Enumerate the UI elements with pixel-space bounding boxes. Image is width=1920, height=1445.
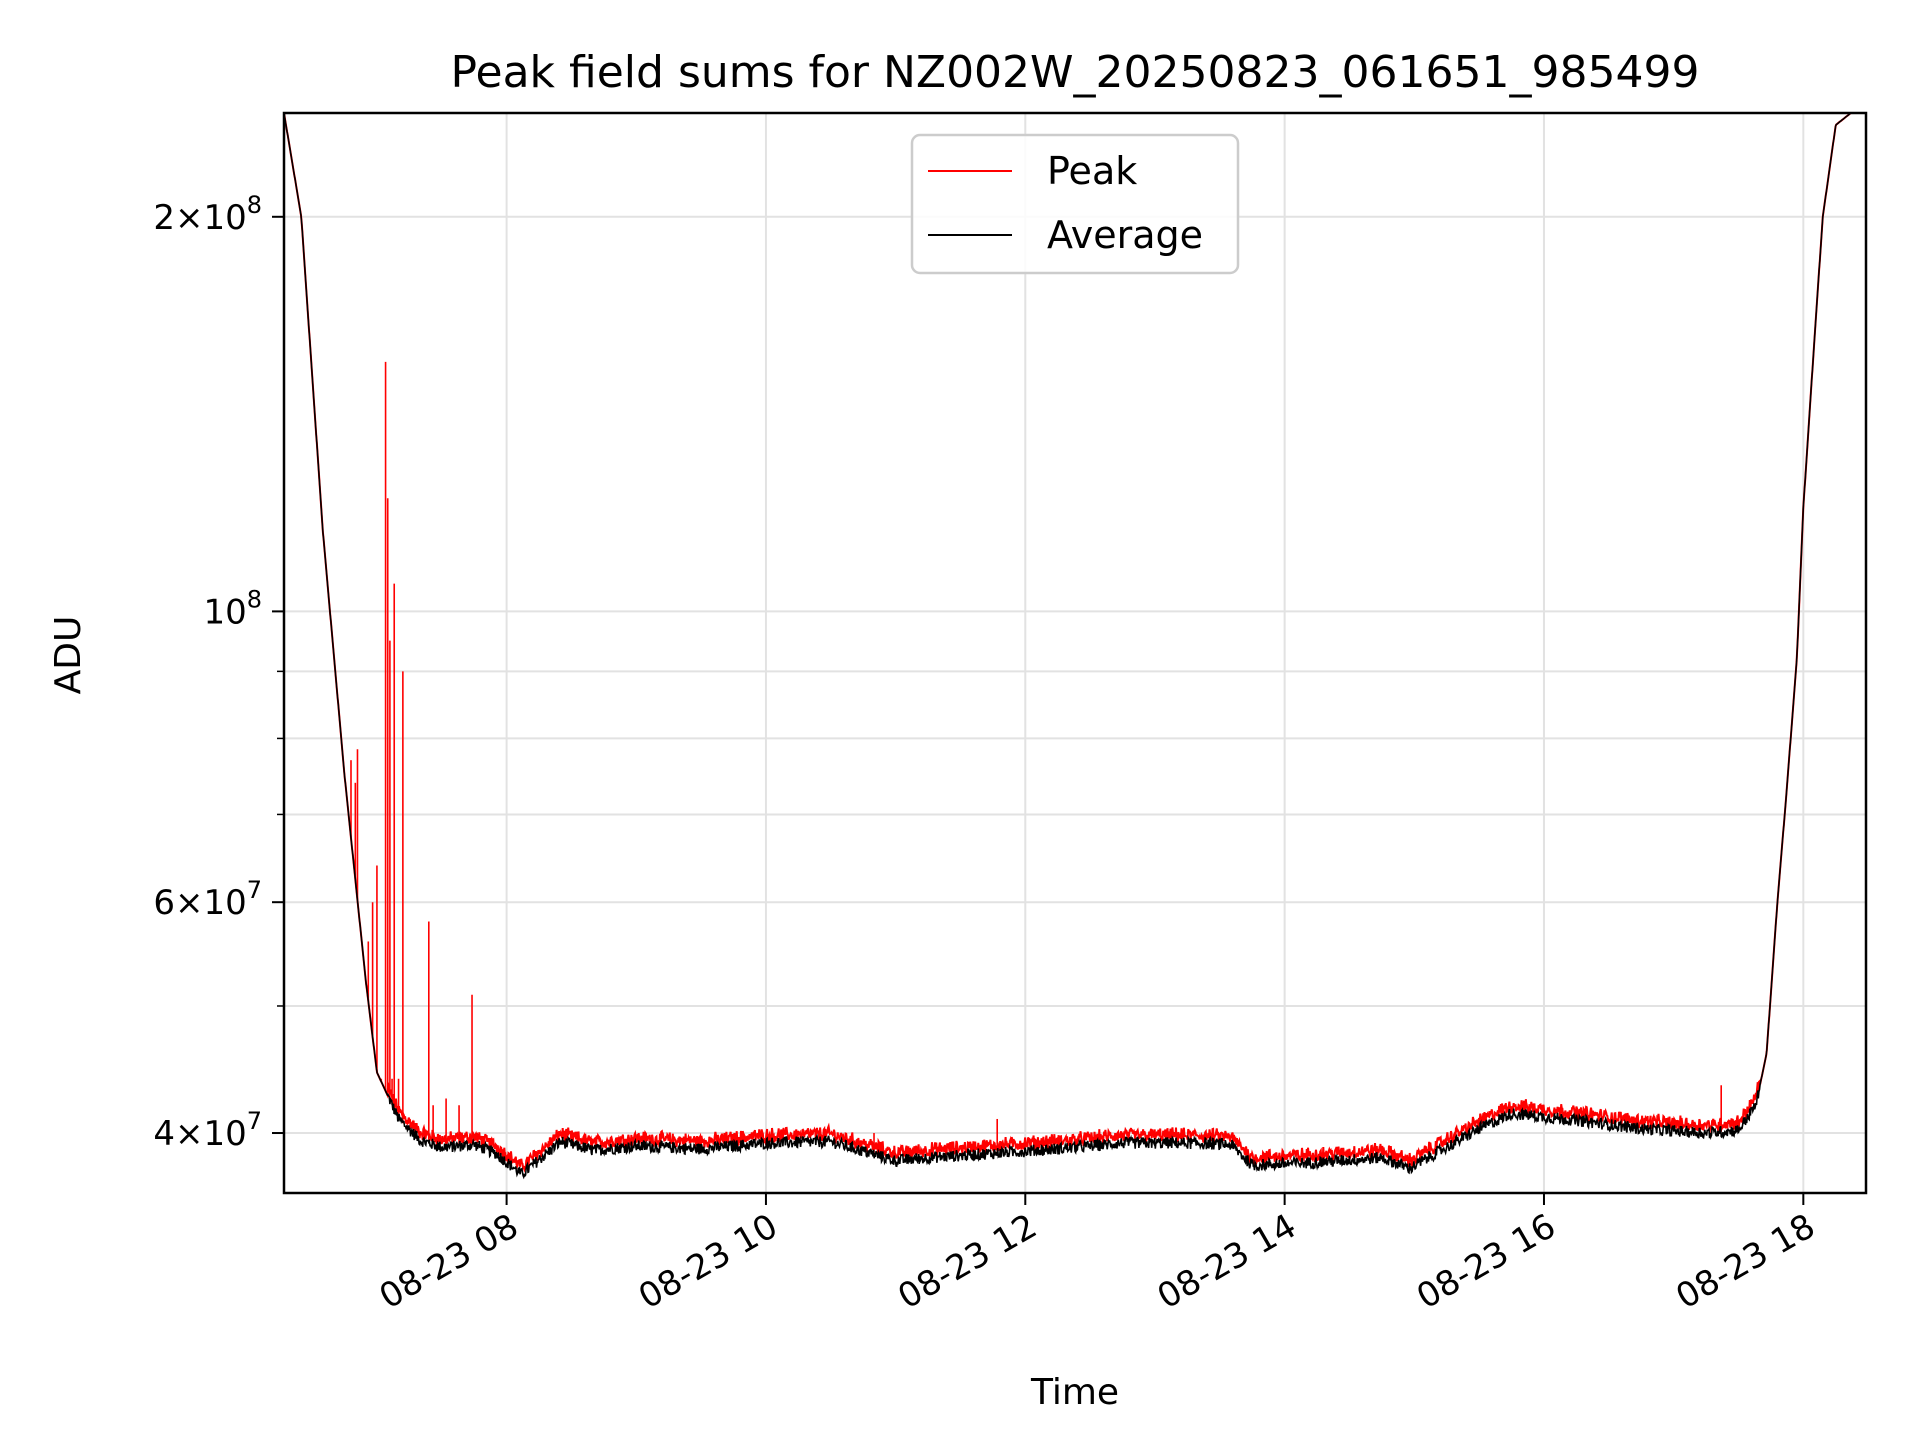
legend: Peak Average	[910, 133, 1240, 275]
y-tick-label: 6×107	[153, 876, 262, 923]
y-tick-label: 2×108	[153, 191, 262, 238]
plot-frame	[282, 111, 1868, 1195]
legend-label-peak: Peak	[1047, 149, 1137, 193]
legend-box	[910, 133, 1240, 275]
y-tick-label: 108	[203, 585, 262, 632]
series-average-line	[284, 113, 1866, 1180]
y-tick-label: 4×107	[153, 1107, 262, 1154]
y-axis-title: ADU	[48, 616, 89, 695]
x-axis-title: Time	[1030, 1372, 1119, 1413]
series-layer	[284, 113, 1866, 1180]
chart-title: Peak field sums for NZ002W_20250823_0616…	[451, 47, 1700, 98]
legend-label-average: Average	[1047, 213, 1203, 257]
